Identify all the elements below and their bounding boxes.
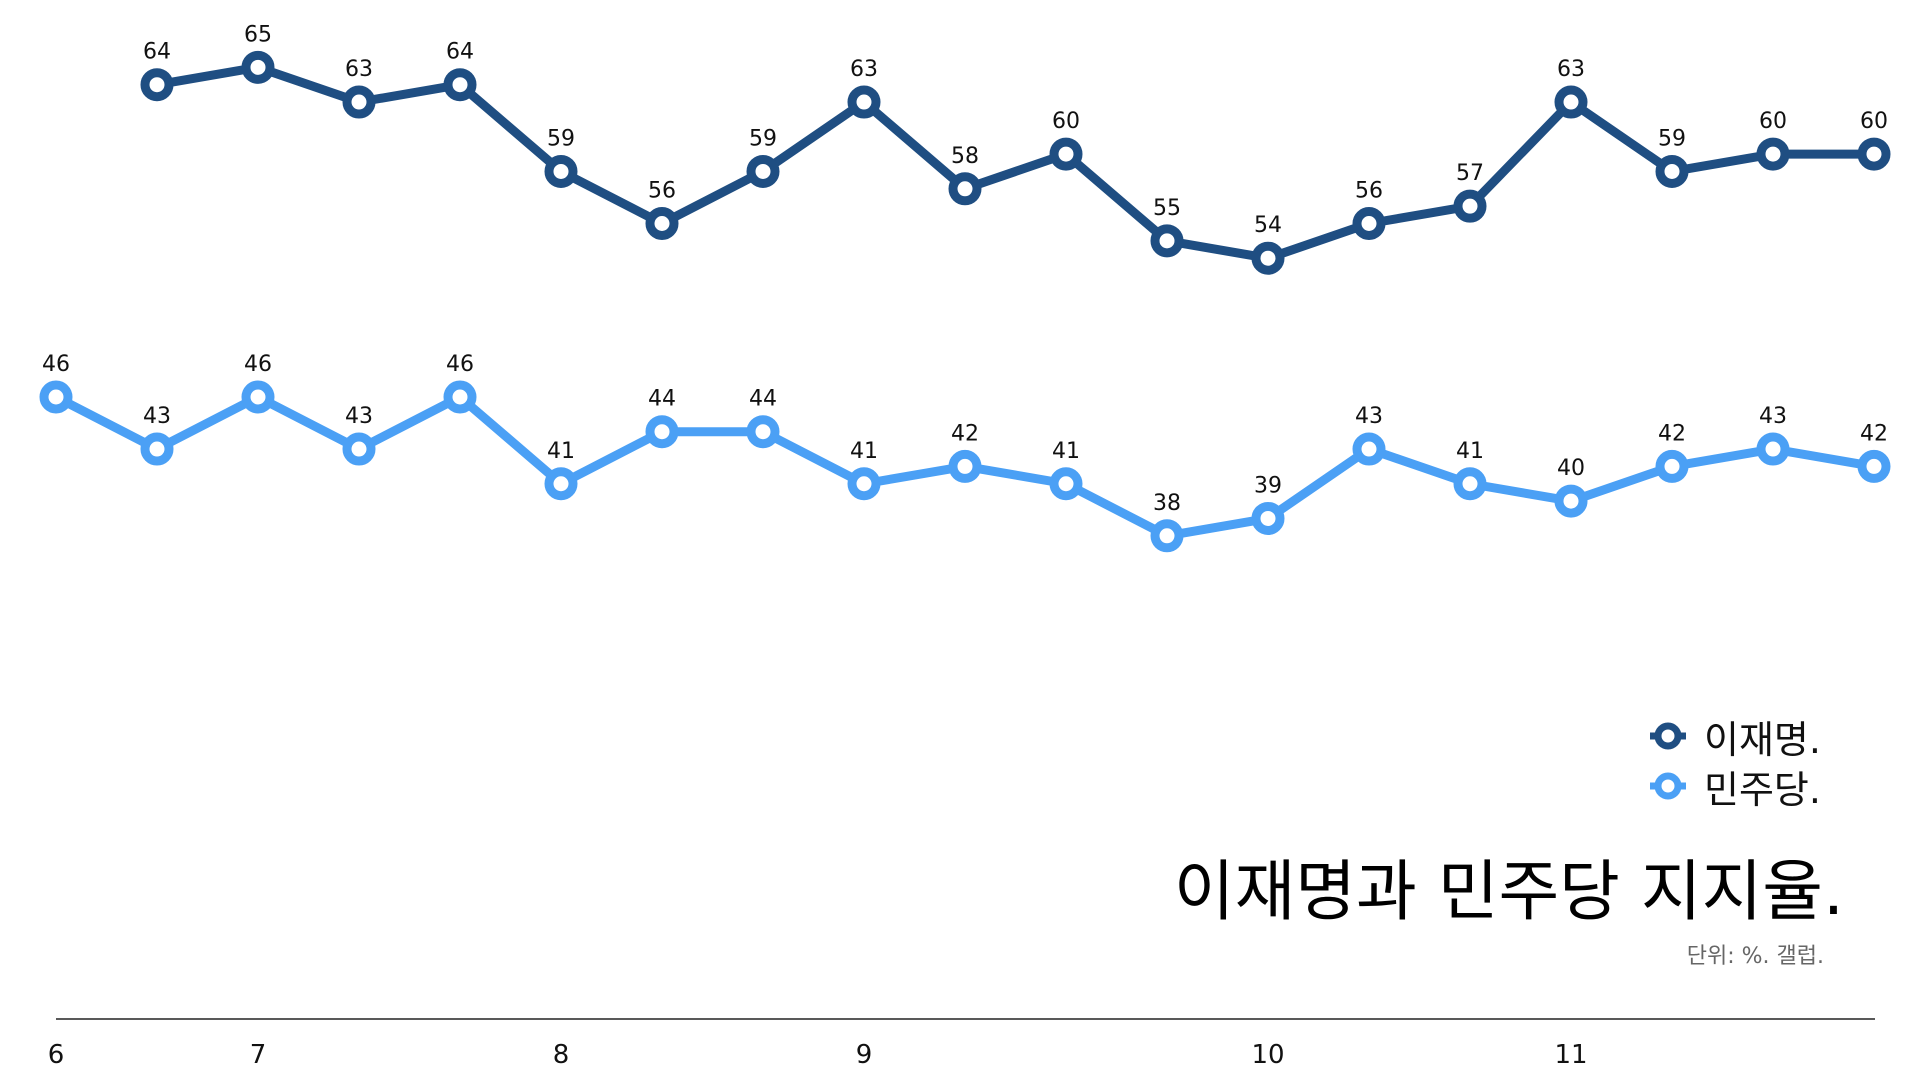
legend: 이재명. 민주당.: [1648, 711, 1821, 812]
data-point: [544, 154, 578, 188]
data-label: 42: [1658, 421, 1686, 446]
data-label: 59: [1658, 126, 1686, 151]
data-label: 39: [1254, 473, 1282, 498]
data-point: [140, 68, 174, 102]
data-label: 56: [648, 179, 676, 204]
data-label: 60: [1759, 109, 1787, 134]
data-point: [1655, 154, 1689, 188]
data-point: [1554, 85, 1588, 119]
legend-marker-icon: [1650, 722, 1686, 750]
data-point: [1251, 501, 1285, 535]
data-point: [241, 380, 275, 414]
data-label: 41: [547, 439, 575, 464]
data-label: 55: [1153, 196, 1181, 221]
data-label: 42: [1860, 421, 1888, 446]
data-point: [1352, 207, 1386, 240]
data-label: 44: [749, 387, 777, 412]
legend-label-lee: 이재명.: [1704, 717, 1821, 762]
data-point: [645, 415, 679, 449]
series-line: [156, 62, 1874, 263]
data-label: 43: [1759, 404, 1787, 429]
data-point: [443, 68, 477, 102]
data-label: 65: [244, 22, 272, 47]
data-label: 40: [1557, 456, 1585, 481]
data-label: 43: [345, 404, 373, 429]
data-label: 54: [1254, 213, 1282, 238]
data-point: [847, 85, 881, 119]
data-label: 43: [1355, 404, 1383, 429]
data-point: [241, 50, 275, 84]
data-point: [342, 432, 376, 466]
data-label: 43: [143, 404, 171, 429]
data-point: [140, 432, 174, 466]
data-label: 46: [446, 352, 474, 377]
data-label: 63: [850, 57, 878, 82]
data-point: [342, 85, 376, 119]
x-tick-label: 11: [1554, 1040, 1587, 1070]
data-point: [1554, 484, 1588, 518]
data-point: [544, 467, 578, 501]
data-label: 63: [1557, 57, 1585, 82]
data-label: 64: [143, 40, 171, 65]
data-label: 56: [1355, 179, 1383, 204]
legend-item-lee: 이재명.: [1648, 711, 1821, 762]
legend-marker-icon: [1650, 772, 1686, 800]
x-tick-label: 6: [48, 1040, 65, 1070]
data-label: 59: [749, 126, 777, 151]
data-point: [948, 172, 982, 206]
data-point: [1049, 137, 1083, 171]
series-2: 46 43 46 43 46 41 44 44 41 42 41 38 39 43 41 40 42 43 42: [39, 352, 1891, 553]
x-tick-label: 9: [856, 1040, 873, 1070]
data-point: [443, 380, 477, 414]
data-point: [746, 415, 780, 449]
data-label: 60: [1052, 109, 1080, 134]
data-label: 58: [951, 144, 979, 169]
data-point: [1049, 467, 1083, 501]
chart-source-note: 단위: %. 갤럽.: [1686, 944, 1824, 969]
data-point: [948, 449, 982, 483]
data-label: 41: [850, 439, 878, 464]
series-1: 64 65 63 64 59 56 59 63 58 60 55 54 56 57 63 59 60 60: [140, 22, 1891, 275]
data-point: [1352, 432, 1386, 466]
data-point: [1150, 519, 1184, 553]
x-tick-label: 7: [250, 1040, 267, 1070]
data-point: [1453, 467, 1487, 501]
x-tick-label: 10: [1251, 1040, 1284, 1070]
data-label: 42: [951, 421, 979, 446]
data-point: [1150, 224, 1184, 258]
data-label: 44: [648, 387, 676, 412]
data-point: [1251, 241, 1285, 275]
data-label: 64: [446, 40, 474, 65]
data-label: 59: [547, 126, 575, 151]
data-label: 41: [1052, 439, 1080, 464]
data-label: 57: [1456, 161, 1484, 186]
x-tick-label: 8: [553, 1040, 570, 1070]
chart-title: 이재명과 민주당 지지율.: [1173, 853, 1844, 930]
data-point: [1857, 449, 1891, 483]
data-point: [1756, 137, 1790, 171]
data-label: 38: [1153, 491, 1181, 516]
series-layer: 64 65 63 64 59 56 59 63 58 60 55 54 56 57 63 59 60 60 46 43…: [39, 22, 1891, 553]
data-label: 63: [345, 57, 373, 82]
data-label: 60: [1860, 109, 1888, 134]
legend-item-democratic: 민주당.: [1648, 761, 1821, 812]
data-point: [1756, 432, 1790, 466]
data-point: [746, 154, 780, 188]
data-point: [1453, 189, 1487, 223]
x-tick-labels: 6 7 8 9 10 11: [48, 1040, 1588, 1070]
data-point: [39, 380, 73, 414]
data-label: 46: [42, 352, 70, 377]
data-point: [847, 467, 881, 501]
data-point: [1655, 449, 1689, 483]
legend-label-democratic: 민주당.: [1704, 767, 1821, 812]
data-point: [1857, 137, 1891, 171]
data-label: 46: [244, 352, 272, 377]
data-point: [645, 207, 679, 240]
data-label: 41: [1456, 439, 1484, 464]
